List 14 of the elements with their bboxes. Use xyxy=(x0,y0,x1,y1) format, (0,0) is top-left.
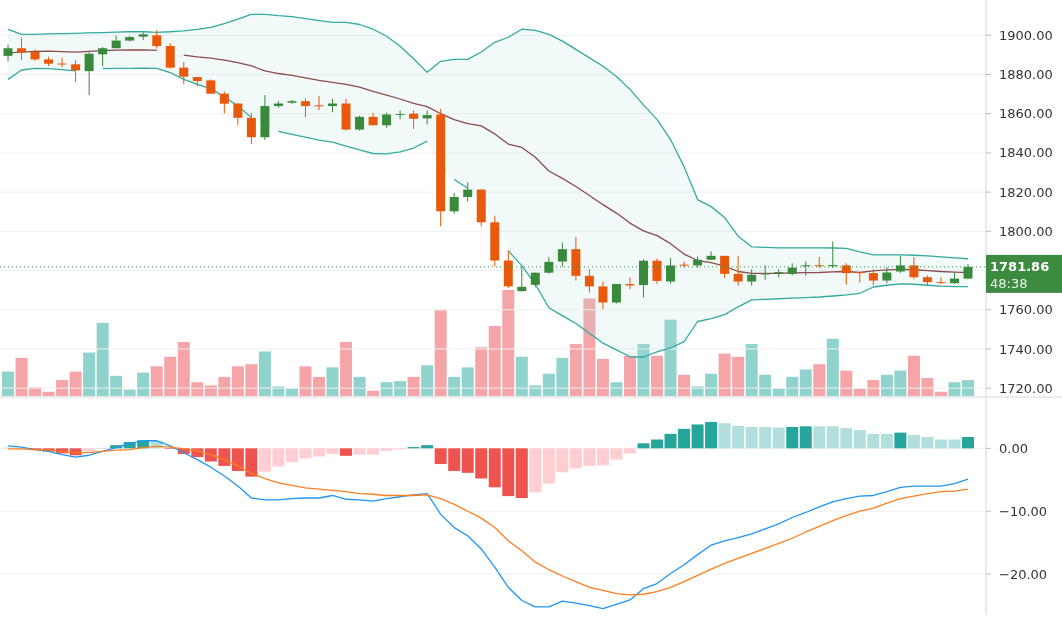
y-tick-label: 1740.00 xyxy=(999,341,1053,357)
y-tick-label: 0.00 xyxy=(999,440,1028,456)
y-tick-label: −10.00 xyxy=(999,503,1048,519)
y-tick-label: −20.00 xyxy=(999,566,1048,582)
y-tick-label: 1840.00 xyxy=(999,145,1053,161)
y-tick-label: 1860.00 xyxy=(999,106,1053,122)
y-tick-label: 1760.00 xyxy=(999,302,1053,318)
y-tick-label: 1820.00 xyxy=(999,184,1053,200)
y-tick-label: 1800.00 xyxy=(999,223,1053,239)
y-tick-label: 1880.00 xyxy=(999,67,1053,83)
y-tick-label: 1900.00 xyxy=(999,27,1053,43)
ref-line-label: 1781.86 xyxy=(990,259,1050,275)
text: 48:38 xyxy=(990,276,1028,292)
y-tick-label: 1720.00 xyxy=(999,380,1053,396)
